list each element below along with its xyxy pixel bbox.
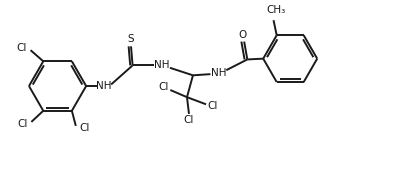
Text: Cl: Cl [79,123,90,133]
Text: Cl: Cl [184,115,194,125]
Text: O: O [238,30,246,40]
Text: NH: NH [154,60,170,70]
Text: NH: NH [210,68,226,78]
Text: S: S [128,34,134,44]
Text: NH: NH [96,81,112,91]
Text: Cl: Cl [208,101,218,111]
Text: Cl: Cl [159,82,169,92]
Text: Cl: Cl [17,43,27,53]
Text: CH₃: CH₃ [266,5,285,15]
Text: Cl: Cl [17,119,28,129]
